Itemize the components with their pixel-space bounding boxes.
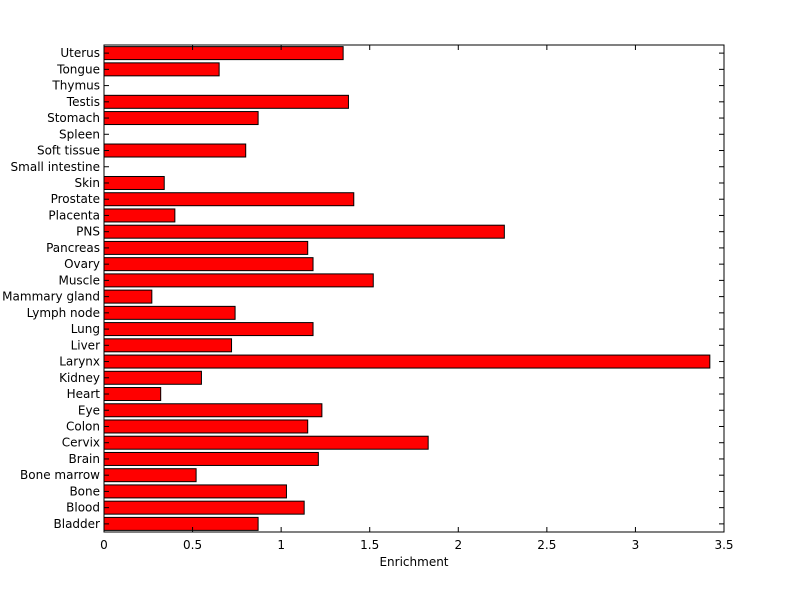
y-tick-label: Eye [78, 403, 100, 417]
bar-kidney [103, 370, 202, 385]
x-tick-label: 2.5 [537, 538, 556, 552]
bar-skin [103, 175, 165, 190]
y-tick-label: Small intestine [11, 160, 100, 174]
bar-soft-tissue [103, 143, 247, 158]
bar-prostate [103, 192, 355, 207]
ticks-group [103, 45, 725, 532]
y-tick-label: Colon [66, 419, 100, 433]
y-tick-label: Spleen [59, 127, 100, 141]
plot-frame [103, 44, 725, 533]
y-tick-label: Lung [71, 322, 100, 336]
bar-bone [103, 484, 287, 499]
bar-larynx [103, 354, 711, 369]
y-tick-label: Bone [69, 484, 100, 498]
y-tick-label: Kidney [59, 371, 100, 385]
y-tick-label: Uterus [60, 46, 100, 60]
y-tick-label: Placenta [48, 208, 100, 222]
bar-testis [103, 94, 349, 109]
bar-mammary-gland [103, 289, 153, 304]
y-tick-label: PNS [76, 225, 100, 239]
bar-colon [103, 419, 309, 434]
bar-cervix [103, 435, 429, 450]
x-tick-label: 2 [454, 538, 462, 552]
bar-blood [103, 500, 305, 515]
bar-eye [103, 403, 323, 418]
y-tick-label: Blood [66, 501, 100, 515]
bar-heart [103, 387, 162, 402]
y-tick-label: Heart [67, 387, 101, 401]
y-tick-label: Cervix [62, 436, 100, 450]
y-tick-label: Lymph node [27, 306, 100, 320]
y-tick-label: Larynx [59, 355, 100, 369]
y-tick-label: Muscle [58, 273, 100, 287]
x-tick-labels: 0 0.5 1 1.5 2 2.5 3 3.5 [100, 538, 733, 552]
y-tick-label: Bone marrow [20, 468, 100, 482]
y-tick-label: Brain [69, 452, 100, 466]
x-tick-label: 0 [100, 538, 108, 552]
bar-placenta [103, 208, 176, 223]
bar-pns [103, 224, 505, 239]
bar-liver [103, 338, 233, 353]
y-tick-label: Pancreas [46, 241, 100, 255]
y-tick-label: Skin [74, 176, 100, 190]
y-tick-label: Bladder [54, 517, 101, 531]
y-tick-label: Thymus [51, 79, 100, 93]
x-tick-label: 1 [277, 538, 285, 552]
bar-muscle [103, 273, 374, 288]
y-tick-label: Soft tissue [37, 144, 100, 158]
y-tick-labels: Bladder Blood Bone Bone marrow Brain Cervix Co… [2, 46, 100, 531]
y-tick-label: Tongue [56, 62, 100, 76]
bar-lung [103, 322, 314, 337]
x-tick-label: 3 [632, 538, 640, 552]
y-tick-label: Testis [66, 95, 100, 109]
y-tick-label: Mammary gland [2, 290, 100, 304]
y-tick-label: Prostate [51, 192, 100, 206]
bar-lymph-node [103, 305, 236, 320]
x-tick-label: 1.5 [360, 538, 379, 552]
x-tick-label: 0.5 [183, 538, 202, 552]
bar-stomach [103, 111, 259, 126]
bar-brain [103, 451, 319, 466]
y-tick-label: Stomach [47, 111, 100, 125]
y-tick-label: Ovary [64, 257, 100, 271]
x-tick-label: 3.5 [714, 538, 733, 552]
x-axis-label: Enrichment [379, 555, 448, 569]
bar-pancreas [103, 240, 309, 255]
bars-group [103, 46, 711, 531]
bar-bone-marrow [103, 468, 197, 483]
y-tick-label: Liver [71, 338, 101, 352]
bar-bladder [103, 516, 259, 531]
bar-ovary [103, 257, 314, 272]
bar-uterus [103, 46, 344, 61]
bar-tongue [103, 62, 220, 77]
